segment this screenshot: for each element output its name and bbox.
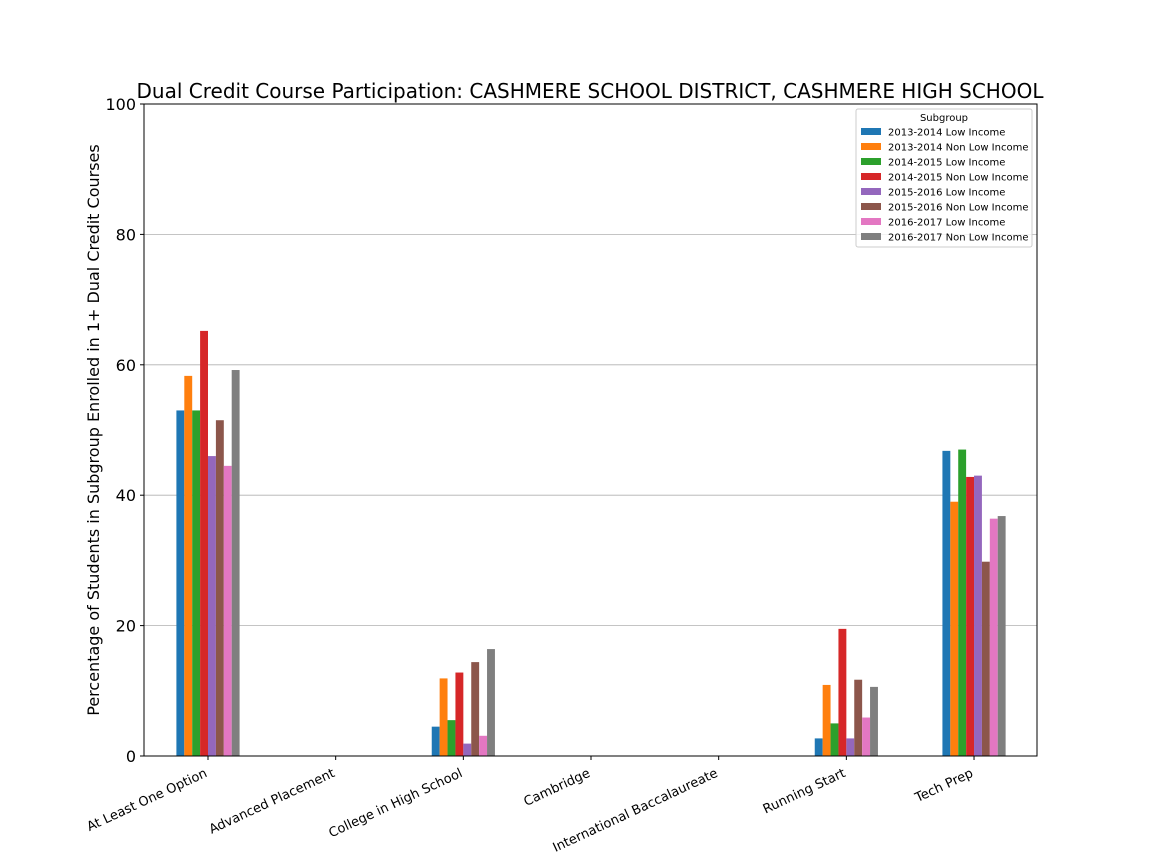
x-tick-label: Tech Prep <box>912 766 976 806</box>
bar <box>192 410 201 756</box>
x-tick-label: College in High School <box>327 766 465 841</box>
x-tick-label: At Least One Option <box>85 766 210 835</box>
legend: Subgroup 2013-2014 Low Income 2013-2014 N… <box>855 108 1033 248</box>
legend-swatch <box>861 233 881 240</box>
legend-swatch <box>861 218 881 225</box>
bar <box>989 518 998 756</box>
bar <box>870 686 878 756</box>
legend-label: 2015-2016 Low Income <box>888 188 1005 199</box>
bar <box>838 628 847 756</box>
bar <box>487 649 495 756</box>
bar <box>862 717 871 756</box>
bar <box>846 738 855 756</box>
x-tick-label: Running Start <box>761 766 848 817</box>
y-tick-label: 20 <box>116 617 136 636</box>
x-tick-label: Advanced Placement <box>207 766 337 837</box>
legend-label: 2015-2016 Non Low Income <box>888 203 1028 214</box>
legend-swatch <box>861 158 881 165</box>
legend-label: 2016-2017 Non Low Income <box>888 233 1028 244</box>
bar <box>455 672 464 756</box>
bar <box>950 501 959 756</box>
y-tick-label: 60 <box>116 356 136 375</box>
bar <box>997 516 1006 756</box>
bar <box>942 450 951 756</box>
bar <box>200 330 208 756</box>
legend-title: Subgroup <box>920 113 968 124</box>
legend-label: 2014-2015 Low Income <box>888 158 1005 169</box>
legend-swatch <box>861 128 881 135</box>
bar <box>822 684 831 756</box>
bar <box>431 726 440 756</box>
bar <box>479 735 488 756</box>
legend-swatch <box>861 143 881 150</box>
bar <box>814 738 823 756</box>
bar <box>471 662 480 756</box>
x-tick-label: Cambridge <box>522 766 593 810</box>
gridlines <box>144 233 1037 626</box>
bar <box>830 723 839 756</box>
bar <box>854 679 863 756</box>
bar <box>215 420 224 756</box>
bar <box>176 410 185 756</box>
legend-label: 2016-2017 Low Income <box>888 218 1005 229</box>
chart-title: Dual Credit Course Participation: CASHME… <box>137 79 1045 103</box>
bar <box>966 476 975 756</box>
legend-items: 2013-2014 Low Income 2013-2014 Non Low In… <box>861 128 1028 244</box>
bar <box>184 375 193 756</box>
bar <box>463 743 472 756</box>
legend-swatch <box>861 173 881 180</box>
legend-box <box>855 108 1033 248</box>
y-tick-label: 80 <box>116 225 136 244</box>
bar <box>447 720 456 756</box>
bars <box>176 330 1006 756</box>
legend-label: 2013-2014 Non Low Income <box>888 143 1028 154</box>
bar <box>974 475 982 756</box>
bar <box>223 465 232 756</box>
plot-frame <box>143 103 1038 757</box>
y-axis-ticks: 0 20 40 60 80 100 <box>105 95 144 766</box>
y-tick-label: 100 <box>105 95 136 114</box>
bar <box>208 456 216 756</box>
legend-swatch <box>861 188 881 195</box>
legend-label: 2014-2015 Non Low Income <box>888 173 1028 184</box>
bar <box>981 561 990 756</box>
bar <box>958 449 967 756</box>
legend-swatch <box>861 203 881 210</box>
y-axis-label: Percentage of Students in Subgroup Enrol… <box>84 144 103 715</box>
y-tick-label: 40 <box>116 486 136 505</box>
bar <box>439 678 448 756</box>
legend-label: 2013-2014 Low Income <box>888 128 1005 139</box>
bar <box>231 370 240 756</box>
y-tick-label: 0 <box>126 747 136 766</box>
